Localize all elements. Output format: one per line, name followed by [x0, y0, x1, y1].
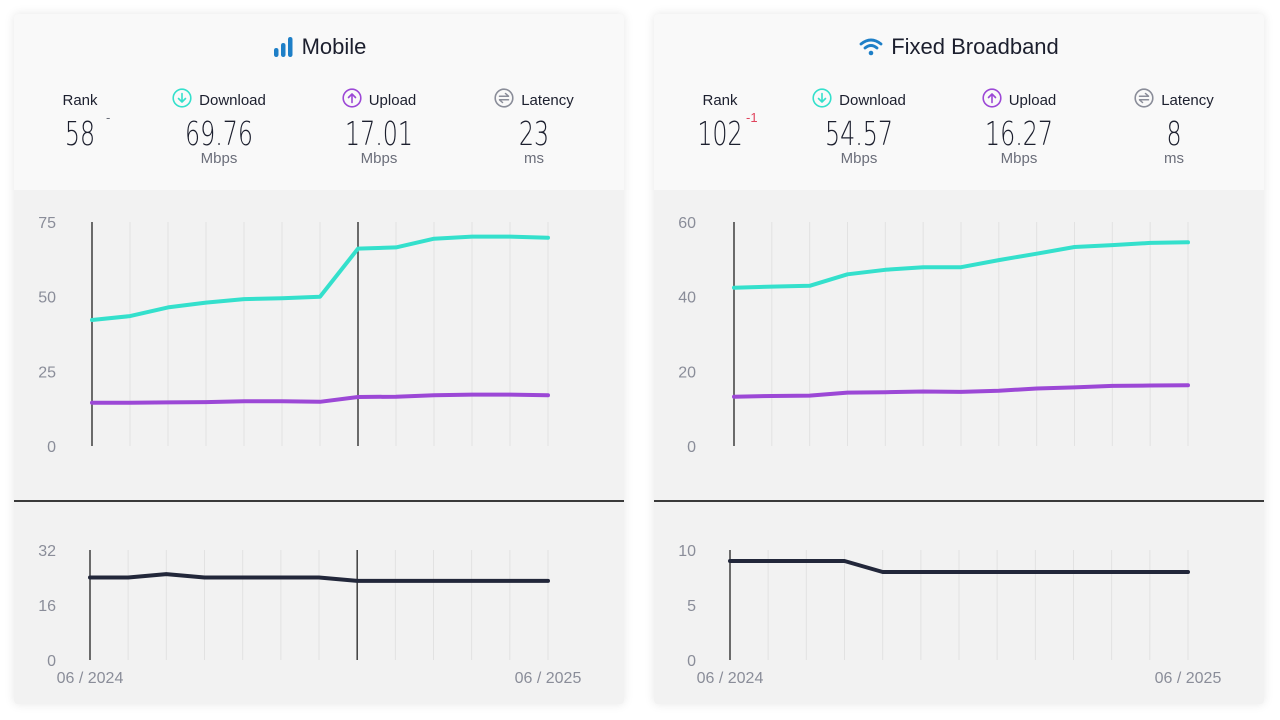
rank-label: Rank [62, 91, 98, 109]
latency-label: Latency [521, 91, 574, 109]
upload-metric: Upload 16.27 Mbps [969, 88, 1069, 168]
upload-metric: Upload 17.01 Mbps [329, 88, 429, 168]
mobile-latency-chart: 0 16 32 06 / 2024 06 / 2025 [38, 543, 582, 687]
latency-icon [1134, 88, 1154, 112]
mobile-summary-header: Mobile Rank 58 - Download 69.76 Mbps Upl… [14, 14, 624, 190]
rank-label: Rank [702, 91, 738, 109]
latency-icon [494, 88, 514, 112]
latency-unit: ms [1164, 150, 1184, 167]
upload-label: Upload [368, 91, 417, 109]
y-tick-label: 0 [47, 653, 56, 670]
x-tick-label: 06 / 2024 [697, 670, 764, 687]
rank-change: -1 [746, 110, 758, 125]
y-tick-label: 60 [678, 215, 696, 232]
y-tick-label: 5 [687, 598, 696, 615]
upload-arrow-icon [342, 88, 362, 112]
rank-metric: Rank 102 -1 [684, 88, 758, 153]
rank-change: - [106, 110, 111, 125]
y-tick-label: 0 [687, 439, 696, 456]
latency-metric: Latency 8 ms [1124, 88, 1224, 168]
mobile-title: Mobile [14, 30, 624, 64]
x-tick-label: 06 / 2025 [515, 670, 582, 687]
series-line-download [90, 234, 550, 322]
y-tick-label: 75 [38, 215, 56, 232]
rank-value: 102 [697, 114, 743, 153]
y-tick-label: 0 [687, 653, 696, 670]
wifi-icon [859, 37, 883, 57]
upload-value: 16.27 [984, 114, 1054, 153]
fixed-speed-chart: 0 20 40 60 [678, 215, 1190, 456]
download-unit: Mbps [200, 150, 238, 167]
fixed-summary-header: Fixed Broadband Rank 102 -1 Download 54.… [654, 14, 1264, 190]
latency-label: Latency [1161, 91, 1214, 109]
y-tick-label: 10 [678, 543, 696, 560]
fixed-title: Fixed Broadband [654, 30, 1264, 64]
panel-title-text: Fixed Broadband [891, 34, 1059, 59]
rank-metric: Rank 58 - [44, 88, 116, 152]
download-value: 69.76 [184, 114, 254, 153]
latency-value: 8 [1166, 114, 1182, 153]
download-metric: Download 54.57 Mbps [799, 88, 919, 168]
panel-title-text: Mobile [301, 34, 367, 59]
upload-unit: Mbps [1000, 150, 1038, 167]
latency-value: 23 [518, 114, 550, 153]
y-tick-label: 0 [47, 439, 56, 456]
upload-value: 17.01 [344, 114, 414, 153]
upload-arrow-icon [982, 88, 1002, 112]
chart-divider [14, 500, 624, 502]
y-tick-label: 20 [678, 364, 696, 381]
latency-metric: Latency 23 ms [484, 88, 584, 168]
chart-divider [654, 500, 1264, 502]
x-tick-label: 06 / 2024 [57, 670, 124, 687]
y-tick-label: 40 [678, 290, 696, 307]
series-line-upload [732, 383, 1190, 399]
download-metric: Download 69.76 Mbps [159, 88, 279, 168]
download-unit: Mbps [840, 150, 878, 167]
series-line-download [732, 240, 1190, 290]
fixed-broadband-panel: Fixed Broadband Rank 102 -1 Download 54.… [654, 14, 1264, 704]
y-tick-label: 50 [38, 290, 56, 307]
y-tick-label: 16 [38, 598, 56, 615]
signal-bars-icon [272, 36, 294, 58]
latency-unit: ms [524, 150, 544, 167]
upload-label: Upload [1008, 91, 1057, 109]
download-label: Download [839, 91, 906, 109]
download-arrow-icon [172, 88, 192, 112]
fixed-latency-chart: 0 5 10 06 / 2024 06 / 2025 [678, 543, 1222, 687]
upload-unit: Mbps [360, 150, 398, 167]
download-label: Download [199, 91, 266, 109]
download-arrow-icon [812, 88, 832, 112]
x-tick-label: 06 / 2025 [1155, 670, 1222, 687]
y-tick-label: 25 [38, 364, 56, 381]
mobile-speed-chart: 0 25 50 75 [38, 215, 550, 456]
y-tick-label: 32 [38, 543, 56, 560]
download-value: 54.57 [824, 114, 894, 153]
mobile-panel: Mobile Rank 58 - Download 69.76 Mbps Upl… [14, 14, 624, 704]
rank-value: 58 [64, 114, 96, 153]
